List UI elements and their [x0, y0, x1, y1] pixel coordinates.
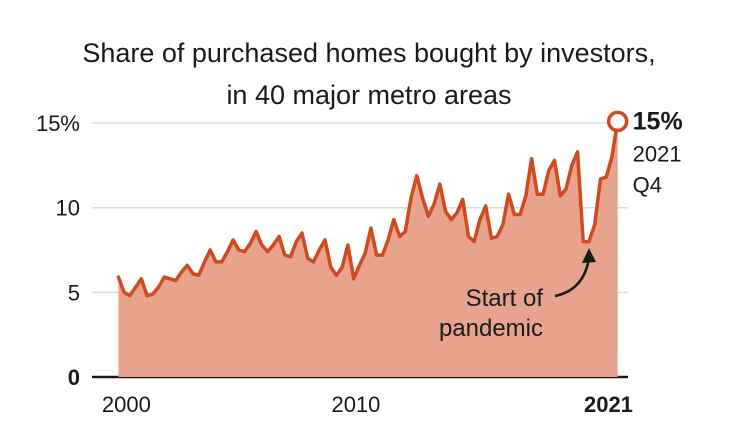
- y-tick-label: 15%: [36, 111, 80, 136]
- x-axis-ticks: 2000 2010 2021: [102, 392, 633, 417]
- end-value-label: 15% 2021 Q4: [606, 107, 683, 197]
- y-tick-label: 5: [68, 280, 80, 305]
- end-year: 2021: [633, 141, 682, 166]
- annotation-arrow: [554, 257, 591, 298]
- series-area: [118, 121, 618, 378]
- chart-title-line-2: in 40 major metro areas: [226, 80, 511, 110]
- y-axis-ticks: 0 5 10 15%: [36, 111, 80, 390]
- series-line: [116, 119, 620, 298]
- endpoint-marker: [606, 110, 629, 133]
- annotation-line-1: Start of: [466, 285, 544, 312]
- y-tick-label: 10: [56, 196, 80, 221]
- annotation-arrowhead: [582, 248, 596, 263]
- end-quarter: Q4: [633, 172, 662, 197]
- x-tick-label: 2010: [331, 392, 380, 417]
- pandemic-annotation: Start of pandemic: [439, 248, 596, 342]
- annotation-line-2: pandemic: [439, 315, 543, 342]
- x-tick-label: 2000: [102, 392, 151, 417]
- chart-title-line-1: Share of purchased homes bought by inves…: [82, 38, 655, 68]
- plot-area: [116, 119, 620, 378]
- end-value: 15%: [633, 107, 683, 135]
- x-tick-label: 2021: [584, 392, 633, 417]
- y-tick-label: 0: [68, 365, 80, 390]
